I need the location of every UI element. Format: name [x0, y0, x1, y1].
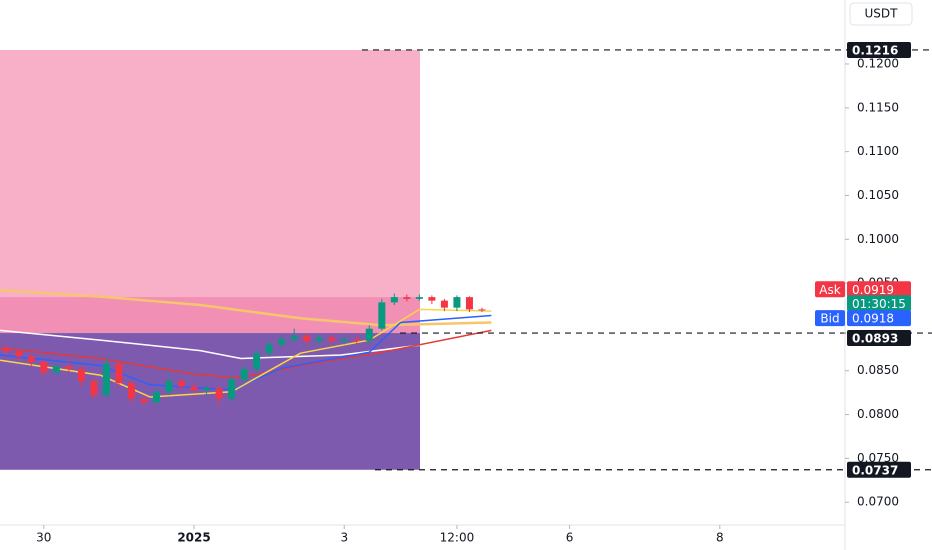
candle-body [90, 381, 98, 396]
candle-body [115, 363, 123, 384]
candle-body [215, 388, 223, 399]
level-tag [847, 41, 911, 58]
candle-body [40, 361, 48, 373]
candle-body [390, 297, 398, 303]
y-tick-label: 0.0700 [857, 495, 899, 509]
x-tick-label: 2025 [177, 531, 210, 545]
level-tag [847, 461, 911, 478]
candle-body [303, 335, 311, 341]
candle-body [140, 398, 148, 403]
countdown-box [847, 295, 911, 312]
price-tag-label: 0.0919 [852, 283, 894, 297]
level-tag-label: 0.0893 [852, 332, 898, 346]
candle-body [428, 297, 436, 301]
candle-body [465, 297, 473, 310]
candle-body [315, 337, 323, 341]
countdown: 01:30:15 [852, 297, 906, 311]
candle-body [190, 386, 198, 391]
candle-body [178, 381, 186, 387]
y-tick-label: 0.1050 [857, 188, 899, 202]
candle-body [453, 297, 461, 308]
y-tick-label: 0.1150 [857, 100, 899, 114]
x-tick-label: 3 [340, 531, 348, 545]
open-zone [0, 297, 420, 334]
candle-body [127, 383, 135, 399]
candle-body [65, 366, 73, 369]
plot-area [0, 49, 932, 471]
candle-body [415, 297, 423, 299]
level-tag-label: 0.0737 [852, 463, 898, 477]
tag-name-box [815, 281, 845, 298]
candle-body [478, 309, 486, 311]
price-tag-label: 0.0918 [852, 312, 894, 326]
y-tick-label: 0.1100 [857, 144, 899, 158]
candle-body [440, 300, 448, 308]
y-tick-label: 0.1200 [857, 56, 899, 70]
y-tick-label: 0.1000 [857, 232, 899, 246]
stop-zone [0, 49, 420, 334]
candle-body [228, 379, 236, 399]
y-tick-label: 0.0750 [857, 451, 899, 465]
level-tag-label: 0.1216 [852, 43, 898, 57]
tag-name: Ask [819, 283, 840, 297]
candle-body [265, 344, 273, 354]
candle-body [403, 297, 411, 299]
candle-body [290, 335, 298, 340]
tag-name-box [815, 310, 845, 327]
moving-average [0, 329, 420, 360]
y-tick-label: 0.0850 [857, 363, 899, 377]
candle-body [15, 351, 23, 357]
candle-body [378, 302, 386, 329]
y-tick-label: 0.0800 [857, 407, 899, 421]
currency-button[interactable] [849, 2, 913, 26]
candle-body [203, 388, 211, 391]
candle-body [27, 356, 35, 362]
price-tag [847, 281, 911, 298]
candle-body [52, 366, 60, 373]
candle-body [340, 339, 348, 341]
x-tick-label: 6 [566, 531, 574, 545]
candle-body [253, 353, 261, 369]
candle-body [278, 339, 286, 345]
candle-body [165, 381, 173, 392]
currency-label: USDT [865, 7, 899, 21]
level-tag [847, 330, 911, 347]
candle-body [240, 368, 248, 380]
candle-body [328, 337, 336, 341]
candle-body [353, 339, 361, 341]
candle-body [77, 368, 85, 382]
tag-name: Bid [820, 312, 839, 326]
x-tick-label: 8 [716, 531, 724, 545]
moving-average [0, 288, 492, 327]
x-tick-label: 12:00 [440, 531, 475, 545]
candle-body [102, 363, 110, 396]
x-tick-label: 30 [36, 531, 51, 545]
candle-body [2, 347, 10, 352]
candle-body [365, 328, 373, 341]
candle-body [152, 391, 160, 403]
price-tag [847, 310, 911, 327]
